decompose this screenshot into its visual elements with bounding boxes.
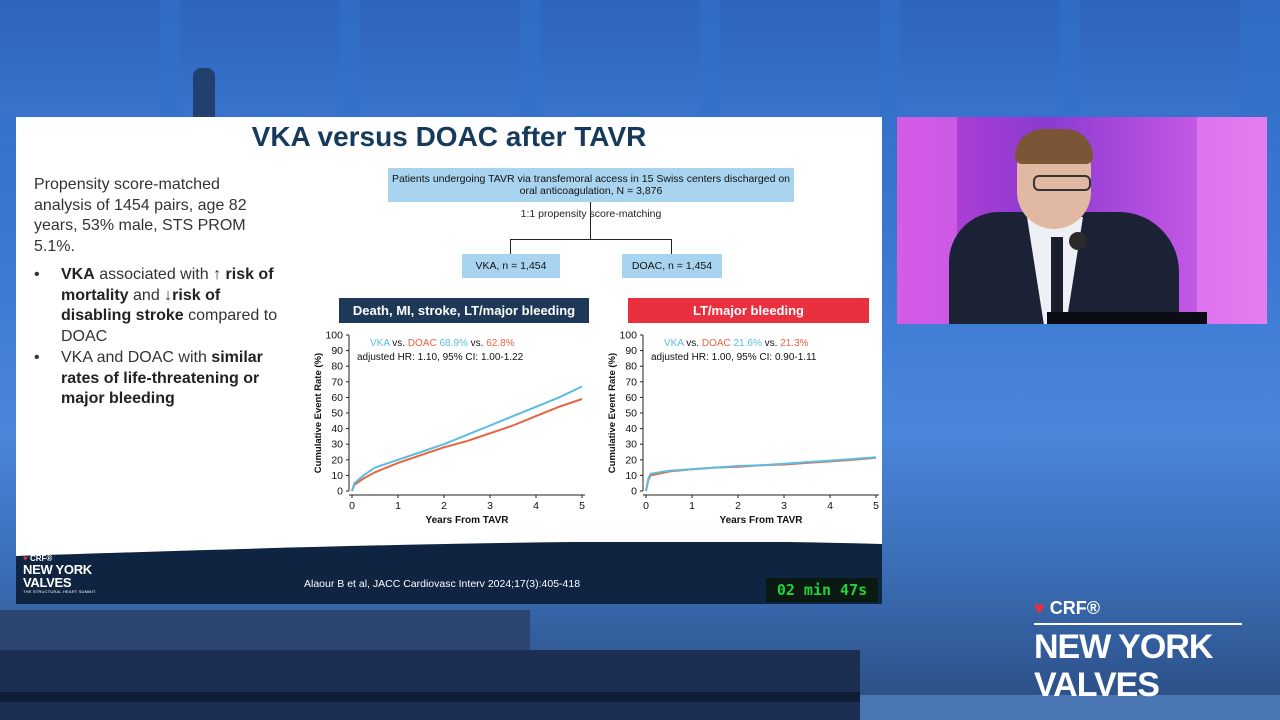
city-skyline-background [0, 575, 1280, 720]
statue-silhouette [193, 68, 215, 118]
x-tick-label: 2 [441, 500, 447, 512]
flow-matching-label: 1:1 propensity score-matching [520, 208, 662, 220]
background-banners [0, 0, 1280, 115]
x-tick-label: 2 [735, 500, 741, 512]
y-tick-label: 90 [625, 345, 637, 357]
x-tick-label: 4 [533, 500, 539, 512]
crf-logo-overlay: ♥ CRF® NEW YORK VALVES [1034, 598, 1242, 704]
bullet-text: VKA and DOAC with [61, 349, 212, 366]
intro-text: Propensity score-matched analysis of 145… [34, 176, 247, 255]
logo-crf-text: CRF® [29, 554, 53, 563]
x-tick-label: 5 [579, 500, 585, 512]
flow-connector [510, 239, 672, 240]
rate-annotation: VKA vs. DOAC 68.9% vs. 62.8% [370, 338, 515, 349]
flow-connector [590, 202, 591, 239]
y-tick-label: 100 [619, 330, 637, 342]
microphone-icon [1069, 232, 1087, 250]
x-tick-label: 1 [689, 500, 695, 512]
bullet-item: • VKA associated with ↑ risk of mortalit… [34, 265, 284, 347]
y-tick-label: 90 [331, 345, 343, 357]
y-axis-label: Cumulative Event Rate (%) [313, 353, 324, 473]
x-tick-label: 4 [827, 500, 833, 512]
bullet-bold-text: VKA [61, 266, 95, 283]
glasses-icon [1033, 175, 1091, 191]
km-chart-composite: 0 10 20 30 40 50 60 70 80 90 100 0 1 2 3 4 5 Years From T… [313, 330, 585, 527]
bullet-text: compared to DOAC [61, 307, 278, 345]
crf-logo-small: ♥ CRF® NEW YORK VALVES THE STRUCTURAL HE… [23, 554, 96, 594]
countdown-timer: 02 min 47s [766, 578, 878, 602]
y-tick-label: 30 [625, 439, 637, 451]
logo-line2: VALVES [23, 575, 72, 590]
y-tick-label: 0 [631, 486, 637, 498]
series-line-doac [351, 398, 583, 492]
bullet-dot: • [34, 266, 40, 283]
y-tick-label: 40 [625, 423, 637, 435]
x-tick-label: 3 [781, 500, 787, 512]
flow-box-vka: VKA, n = 1,454 [462, 254, 560, 278]
km-chart-bleeding: 0 10 20 30 40 50 60 70 80 90 100 0 1 2 3 4 5 Years From T… [607, 330, 879, 527]
speaker-video [897, 117, 1267, 324]
flow-connector [671, 239, 672, 254]
x-tick-label: 0 [643, 500, 649, 512]
logo-tagline: THE STRUCTURAL HEART SUMMIT [23, 589, 96, 594]
y-tick-label: 70 [625, 376, 637, 388]
flow-box-doac: DOAC, n = 1,454 [622, 254, 722, 278]
series-line-vka [351, 385, 583, 492]
bullet-text: and ↓ [128, 286, 173, 304]
y-tick-label: 20 [625, 454, 637, 466]
presentation-slide: VKA versus DOAC after TAVR Propensity sc… [16, 117, 882, 604]
hazard-ratio-annotation: adjusted HR: 1.00, 95% CI: 0.90-1.11 [651, 352, 817, 363]
y-tick-label: 50 [331, 408, 343, 420]
y-tick-label: 50 [625, 408, 637, 420]
bullet-list: • VKA associated with ↑ risk of mortalit… [34, 265, 284, 411]
heart-icon: ♥ [1034, 598, 1045, 618]
series-line-vka [645, 456, 877, 492]
slide-title: VKA versus DOAC after TAVR [251, 121, 647, 152]
bullet-dot: • [34, 349, 40, 366]
y-tick-label: 20 [331, 454, 343, 466]
hazard-ratio-annotation: adjusted HR: 1.10, 95% CI: 1.00-1.22 [357, 352, 524, 363]
logo-line1: NEW YORK [1034, 628, 1213, 666]
y-tick-label: 80 [331, 361, 343, 373]
x-axis-label: Years From TAVR [720, 515, 804, 526]
y-tick-label: 60 [331, 392, 343, 404]
flow-connector [510, 239, 511, 254]
bullet-bold-text: risk of mortality [61, 266, 274, 304]
flow-box-population: Patients undergoing TAVR via transfemora… [388, 168, 794, 202]
bullet-bold-text: risk of disabling stroke [61, 286, 221, 325]
y-tick-label: 60 [625, 392, 637, 404]
x-tick-label: 1 [395, 500, 401, 512]
logo-crf-text: CRF® [1049, 598, 1100, 618]
y-tick-label: 10 [331, 470, 343, 482]
y-axis-label: Cumulative Event Rate (%) [607, 353, 618, 473]
bullet-text: associated with ↑ [94, 266, 226, 283]
slide-footer-band [16, 542, 882, 604]
y-tick-label: 70 [331, 376, 343, 388]
series-line-doac [645, 456, 877, 492]
podium [1047, 312, 1207, 324]
logo-line1: NEW YORK [23, 562, 92, 577]
rate-annotation: VKA vs. DOAC 21.6% vs. 21.3% [664, 338, 809, 349]
x-tick-label: 3 [487, 500, 493, 512]
y-tick-label: 40 [331, 423, 343, 435]
y-tick-label: 80 [625, 361, 637, 373]
chart-title-composite: Death, MI, stroke, LT/major bleeding [339, 298, 589, 323]
x-tick-label: 0 [349, 500, 355, 512]
y-tick-label: 30 [331, 439, 343, 451]
bullet-item: • VKA and DOAC with similar rates of lif… [34, 348, 284, 410]
x-tick-label: 5 [873, 500, 879, 512]
y-tick-label: 10 [625, 470, 637, 482]
y-tick-label: 0 [337, 486, 343, 498]
chart-title-bleeding: LT/major bleeding [628, 298, 869, 323]
x-axis-label: Years From TAVR [426, 515, 510, 526]
citation: Alaour B et al, JACC Cardiovasc Interv 2… [304, 578, 581, 590]
logo-line2: VALVES [1034, 666, 1160, 704]
bullet-bold-text: similar rates of life-threatening or maj… [61, 349, 263, 407]
y-tick-label: 100 [325, 330, 343, 342]
